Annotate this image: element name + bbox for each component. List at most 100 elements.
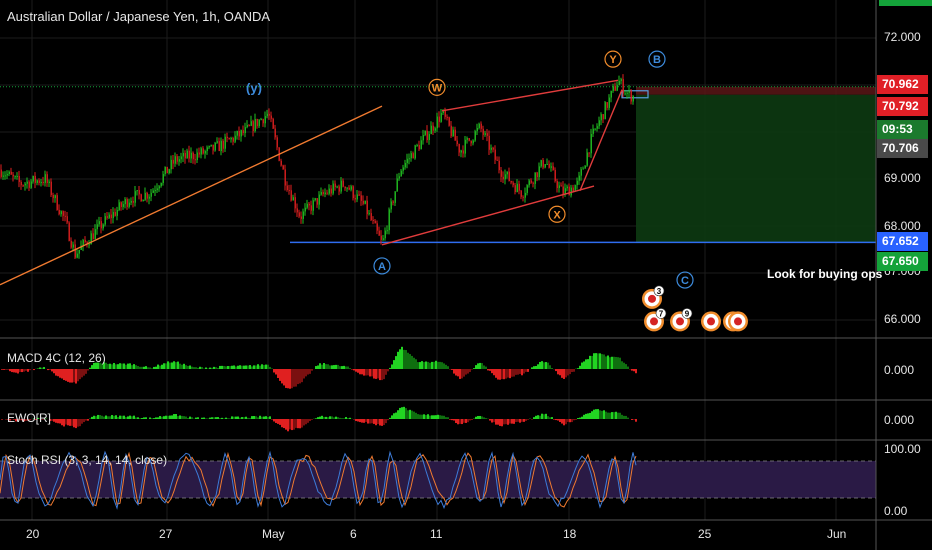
candle-body bbox=[296, 208, 298, 213]
candle-body bbox=[12, 174, 14, 177]
ewo-bar bbox=[7, 419, 9, 420]
macd-bar bbox=[253, 365, 255, 369]
candle-body bbox=[554, 169, 556, 182]
candle-body bbox=[512, 182, 514, 186]
ewo-bar bbox=[499, 419, 501, 426]
macd-bar bbox=[459, 369, 461, 379]
candle-body bbox=[320, 192, 322, 195]
ewo-bar bbox=[119, 415, 121, 419]
candle-body bbox=[536, 172, 538, 178]
ewo-bar bbox=[413, 411, 415, 419]
ewo-bar bbox=[133, 415, 135, 419]
ewo-histogram bbox=[1, 406, 637, 432]
ewo-bar bbox=[435, 415, 437, 419]
ewo-label[interactable]: EWO[R] bbox=[7, 411, 51, 425]
candle-body bbox=[300, 216, 302, 219]
candle-body bbox=[570, 187, 572, 196]
candle-body bbox=[154, 190, 156, 192]
ewo-bar bbox=[227, 418, 229, 419]
macd-bar bbox=[113, 362, 115, 369]
wave-label: (y) bbox=[246, 80, 262, 95]
price-tag-last: 70.706 bbox=[877, 139, 928, 158]
candle-body bbox=[470, 140, 472, 144]
candle-body bbox=[126, 199, 128, 207]
candle-body bbox=[66, 216, 68, 223]
ewo-bar bbox=[11, 419, 13, 420]
ewo-bar bbox=[359, 419, 361, 423]
candle-body bbox=[308, 203, 310, 206]
stoch-d-line bbox=[0, 451, 637, 508]
trendline bbox=[0, 105, 383, 286]
candle-body bbox=[152, 190, 154, 193]
macd-label[interactable]: MACD 4C (12, 26) bbox=[7, 351, 106, 365]
macd-bar bbox=[9, 369, 11, 372]
macd-bar bbox=[559, 369, 561, 376]
macd-bar bbox=[229, 366, 231, 369]
macd-bar bbox=[391, 364, 393, 369]
candle-body bbox=[394, 191, 396, 203]
ewo-bar bbox=[517, 419, 519, 422]
ewo-bar bbox=[623, 415, 625, 419]
macd-bar bbox=[57, 369, 59, 377]
ewo-bar bbox=[289, 419, 291, 430]
ewo-bar bbox=[411, 410, 413, 419]
ewo-bar bbox=[609, 412, 611, 419]
macd-bar bbox=[357, 369, 359, 373]
ewo-bar bbox=[525, 419, 527, 421]
macd-bar bbox=[579, 365, 581, 369]
macd-bar bbox=[427, 361, 429, 369]
event-markers[interactable]: 3 7 9 bbox=[642, 285, 748, 332]
ewo-bar bbox=[489, 419, 491, 421]
ewo-bar bbox=[15, 419, 17, 422]
ewo-bar bbox=[377, 419, 379, 425]
ewo-bar bbox=[537, 415, 539, 419]
position-box[interactable] bbox=[621, 86, 876, 243]
macd-bar bbox=[305, 369, 307, 377]
ewo-bar bbox=[159, 416, 161, 419]
candle-body bbox=[272, 118, 274, 129]
macd-bar bbox=[175, 362, 177, 369]
candle-body bbox=[568, 186, 570, 196]
ewo-bar bbox=[565, 419, 567, 425]
candle-body bbox=[506, 171, 508, 175]
candle-body bbox=[242, 130, 244, 134]
candle-body bbox=[624, 93, 626, 95]
candle-body bbox=[184, 152, 186, 159]
macd-bar bbox=[289, 369, 291, 389]
candle-body bbox=[166, 166, 168, 174]
macd-bar bbox=[457, 369, 459, 377]
macd-bar bbox=[25, 369, 27, 371]
ewo-bar bbox=[59, 419, 61, 424]
candle-body bbox=[356, 194, 358, 200]
macd-bar bbox=[167, 361, 169, 369]
trendlines[interactable] bbox=[0, 79, 623, 286]
candle-body bbox=[384, 230, 386, 239]
candle-body bbox=[360, 195, 362, 201]
x-tick-label: 25 bbox=[698, 527, 712, 541]
macd-bar bbox=[583, 361, 585, 369]
candle-body bbox=[222, 140, 224, 149]
candle-body bbox=[540, 160, 542, 167]
macd-bar bbox=[183, 363, 185, 369]
macd-bar bbox=[475, 365, 477, 369]
wave-label: A bbox=[378, 261, 386, 273]
candle-body bbox=[52, 194, 54, 199]
candle-body bbox=[520, 190, 522, 197]
macd-bar bbox=[419, 362, 421, 369]
stoch-rsi-label[interactable]: Stoch RSI (3, 3, 14, 14, close) bbox=[7, 453, 168, 467]
candle-body bbox=[322, 192, 324, 195]
ewo-bar bbox=[441, 415, 443, 419]
target-zone bbox=[636, 94, 876, 243]
macd-bar bbox=[49, 369, 51, 371]
candle-body bbox=[330, 188, 332, 194]
candle-body bbox=[352, 186, 354, 199]
candle-body bbox=[548, 163, 550, 168]
ewo-bar bbox=[615, 411, 617, 419]
macd-bar bbox=[617, 357, 619, 369]
ewo-bar bbox=[423, 414, 425, 419]
macd-bar bbox=[131, 365, 133, 369]
candle-body bbox=[380, 235, 382, 240]
candle-body bbox=[276, 137, 278, 148]
macd-bar bbox=[625, 364, 627, 369]
